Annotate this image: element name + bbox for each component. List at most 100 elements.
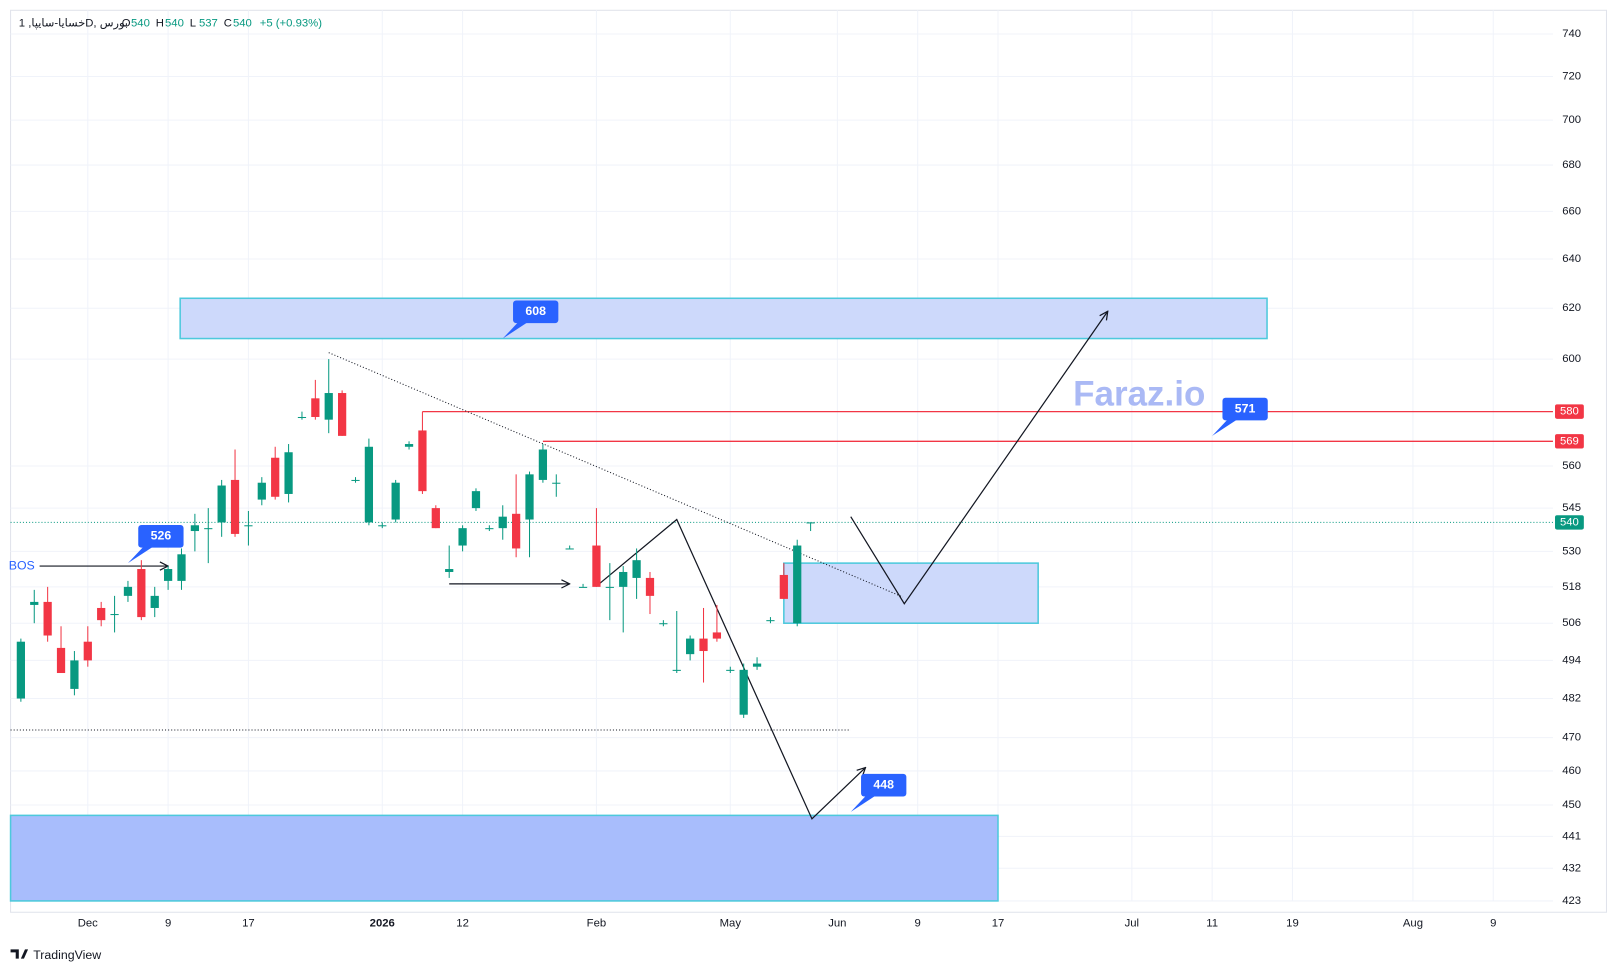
candle-body bbox=[458, 528, 467, 546]
x-tick-label: May bbox=[720, 918, 742, 930]
callout-box bbox=[513, 300, 559, 324]
price-tag bbox=[1555, 404, 1584, 419]
dotted-line bbox=[328, 352, 904, 598]
y-tick-label: 740 bbox=[1562, 28, 1581, 40]
candle-body bbox=[150, 595, 159, 608]
y-tick-label: 423 bbox=[1562, 895, 1581, 907]
y-tick-label: 460 bbox=[1562, 765, 1581, 777]
legend: خسایا-سایپا, 1D, بورس O 540 H 540 L 537 C 540 +5… bbox=[19, 18, 322, 31]
y-tick-label: 441 bbox=[1562, 830, 1581, 842]
callout-pointer bbox=[502, 321, 530, 339]
candle-body bbox=[712, 632, 722, 639]
x-tick-label: Aug bbox=[1403, 918, 1423, 930]
price-tag-label: 569 bbox=[1560, 435, 1579, 447]
x-tick-label: Dec bbox=[78, 918, 98, 930]
callout-box bbox=[138, 525, 184, 548]
zones bbox=[9, 297, 1268, 902]
y-tick-label: 494 bbox=[1562, 654, 1581, 666]
candle-body bbox=[686, 638, 695, 655]
ohlc-value: 540 bbox=[165, 18, 184, 30]
watermark: Faraz.io bbox=[1073, 375, 1205, 414]
candle-body bbox=[659, 623, 668, 625]
candle-body bbox=[271, 457, 280, 497]
candle-body bbox=[699, 638, 708, 652]
ohlc-value: 540 bbox=[131, 18, 150, 30]
candle-body bbox=[204, 528, 213, 530]
candle-body bbox=[110, 614, 119, 616]
callout-label: 526 bbox=[151, 529, 172, 543]
candle-body bbox=[766, 620, 775, 622]
candle-body bbox=[418, 430, 427, 492]
x-tick-label: 12 bbox=[456, 918, 469, 930]
drawings bbox=[10, 311, 1553, 820]
candle-body bbox=[404, 444, 414, 447]
candle-body bbox=[43, 601, 52, 636]
candle-body bbox=[445, 569, 454, 572]
candle-body bbox=[552, 482, 561, 484]
candle-body bbox=[16, 641, 25, 699]
ohlc-key: H bbox=[156, 18, 164, 30]
y-tick-label: 470 bbox=[1562, 732, 1581, 744]
candle-body bbox=[471, 491, 481, 509]
x-tick-label: 9 bbox=[1490, 918, 1496, 930]
candle-body bbox=[83, 641, 92, 661]
bos-label: BOS bbox=[9, 558, 35, 572]
candle-body bbox=[311, 398, 320, 417]
tradingview-logo: TradingView bbox=[10, 948, 101, 962]
candle-body bbox=[538, 449, 548, 480]
callout-box bbox=[861, 773, 907, 797]
arrow bbox=[597, 518, 866, 820]
candle-body bbox=[806, 522, 815, 524]
price-tag-label: 580 bbox=[1560, 406, 1579, 418]
candle-body bbox=[578, 586, 588, 588]
zone bbox=[9, 814, 999, 902]
x-tick-label: 2026 bbox=[370, 918, 395, 930]
candle-body bbox=[726, 669, 735, 671]
candle-body bbox=[779, 574, 788, 599]
candle-body bbox=[793, 545, 802, 624]
x-tick-label: 19 bbox=[1286, 918, 1299, 930]
candle-body bbox=[230, 479, 240, 534]
candle-body bbox=[97, 607, 106, 621]
y-tick-label: 482 bbox=[1562, 693, 1581, 705]
candle-body bbox=[257, 482, 266, 500]
candle-body bbox=[485, 528, 494, 530]
candle-body bbox=[498, 516, 507, 529]
y-tick-label: 450 bbox=[1562, 799, 1581, 811]
ohlc-value: 540 bbox=[233, 18, 252, 30]
y-tick-label: 720 bbox=[1562, 70, 1581, 82]
candle-body bbox=[190, 525, 200, 532]
change: +5 (+0.93%) bbox=[260, 18, 322, 30]
price-tag bbox=[1555, 434, 1584, 449]
ohlc-value: 537 bbox=[199, 18, 218, 30]
candles bbox=[16, 359, 815, 718]
candle-body bbox=[565, 548, 574, 550]
candle-body bbox=[752, 663, 762, 667]
candle-body bbox=[739, 669, 748, 715]
callout-label: 571 bbox=[1235, 401, 1256, 415]
candle-body bbox=[324, 393, 333, 420]
x-tick-label: Feb bbox=[587, 918, 607, 930]
price-tag bbox=[1555, 515, 1584, 530]
plot-frame bbox=[10, 9, 1608, 913]
x-tick-label: 17 bbox=[242, 918, 255, 930]
y-tick-label: 518 bbox=[1562, 581, 1581, 593]
y-tick-label: 640 bbox=[1562, 253, 1581, 265]
candle-body bbox=[137, 569, 146, 618]
candle-body bbox=[378, 525, 387, 527]
candle-body bbox=[244, 525, 253, 527]
ohlc-key: C bbox=[224, 18, 232, 30]
y-tick-label: 530 bbox=[1562, 545, 1581, 557]
symbol: خسایا-سایپا, 1D, بورس bbox=[19, 18, 128, 31]
x-tick-label: 9 bbox=[165, 918, 171, 930]
x-tick-label: Jul bbox=[1125, 918, 1139, 930]
y-tick-label: 660 bbox=[1562, 205, 1581, 217]
y-tick-label: 560 bbox=[1562, 460, 1581, 472]
callout-box bbox=[1222, 397, 1268, 421]
candle-body bbox=[645, 577, 655, 596]
candle-body bbox=[338, 393, 347, 436]
candle-body bbox=[217, 485, 226, 523]
x-tick-label: 11 bbox=[1206, 918, 1218, 930]
